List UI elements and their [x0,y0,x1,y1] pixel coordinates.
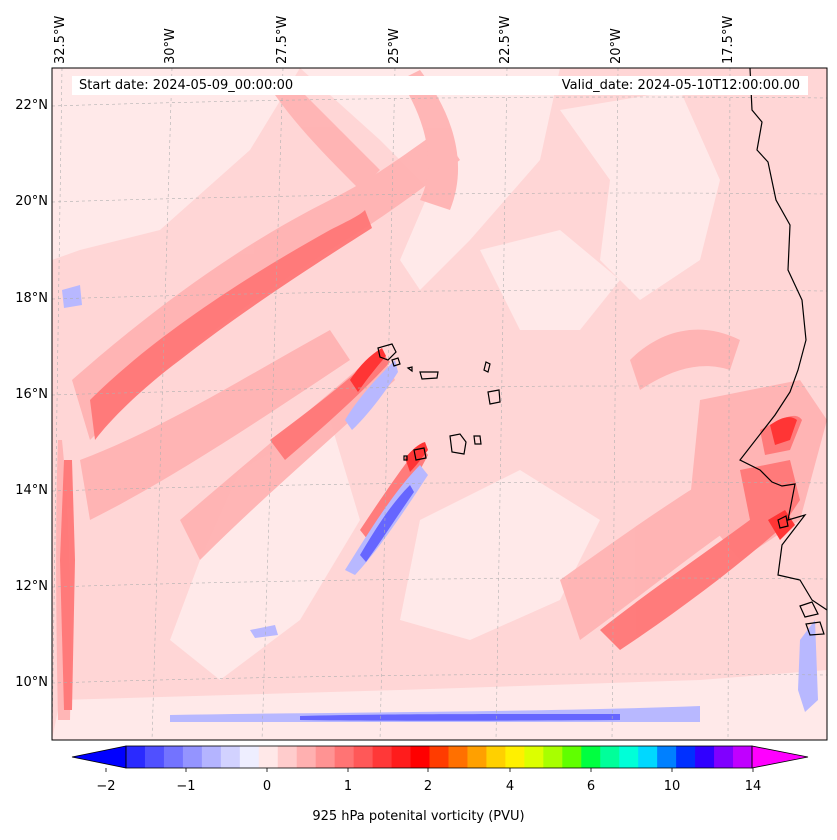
colorbar-tick-label: 1 [343,779,353,794]
colorbar-cell [296,746,317,768]
lat-label-18n: 18°N [15,291,48,306]
colorbar-cell [619,746,639,768]
colorbar-min-extend [71,745,127,769]
colorbar-cell [657,746,677,768]
colorbar-cell [714,746,734,768]
colorbar-cell [144,746,165,768]
pv-max-cores [350,348,797,540]
valid-date-text: Valid_date: 2024-05-10T12:00:00.00 [561,78,800,93]
colorbar-cell [353,746,374,768]
colorbar [71,745,809,772]
lon-label-25w: 25°W [387,28,402,64]
colorbar-cell [163,746,184,768]
lon-label-30w: 30°W [163,28,178,64]
lon-label-22-5w: 22.5°W [498,15,513,64]
lat-label-16n: 16°N [15,387,48,402]
lon-label-20w: 20°W [609,28,624,64]
colorbar-tick-label: 0 [262,779,272,794]
coastline-africa [739,68,827,611]
lat-label-20n: 20°N [15,194,48,209]
colorbar-tick-label: 2 [423,779,433,794]
date-banner: Start date: 2024-05-09_00:00:00 Valid_da… [72,76,808,95]
colorbar-tick-label: −2 [96,779,116,794]
colorbar-ticks [105,768,754,772]
colorbar-cell [315,746,336,768]
colorbar-tick-label: −1 [176,779,196,794]
colorbar-cell [676,746,696,768]
colorbar-label: 925 hPa potenital vorticity (PVU) [312,809,525,824]
lon-label-17-5w: 17.5°W [721,15,736,64]
colorbar-cell [638,746,658,768]
colorbar-cell [277,746,298,768]
colorbar-cell [334,746,355,768]
start-date-text: Start date: 2024-05-09_00:00:00 [79,78,294,93]
colorbar-cell [410,746,431,768]
cape-verde-islands [377,343,825,636]
colorbar-cell [126,746,146,768]
lat-label-22n: 22°N [15,98,48,113]
map-frame [51,67,828,741]
colorbar-cell [429,746,449,768]
colorbar-cell [600,746,620,768]
graticule [52,68,827,740]
colorbar-cell [524,746,544,768]
colorbar-cell [201,746,222,768]
pv-negative-cores [300,485,620,721]
colorbar-cell [391,746,412,768]
colorbar-cell [581,746,601,768]
colorbar-max-extend [751,745,809,769]
colorbar-tick-label: 6 [586,779,596,794]
colorbar-cell [448,746,468,768]
colorbar-cell [486,746,506,768]
colorbar-tick-label: 10 [663,779,681,794]
colorbar-cell [182,746,203,768]
lat-label-12n: 12°N [15,579,48,594]
colorbar-tick-label: 4 [505,779,515,794]
lon-label-27-5w: 27.5°W [275,15,290,64]
colorbar-cell [239,746,260,768]
colorbar-cell [562,746,582,768]
lat-label-14n: 14°N [15,483,48,498]
colorbar-cell [372,746,393,768]
colorbar-cell [505,746,525,768]
colorbar-tick-label: 14 [744,779,762,794]
lat-label-10n: 10°N [15,675,48,690]
lon-label-32-5w: 32.5°W [53,15,68,64]
colorbar-cell [695,746,715,768]
colorbar-cell [220,746,241,768]
colorbar-cell [543,746,563,768]
colorbar-cell [467,746,487,768]
colorbar-cell [258,746,279,768]
colorbar-cell [733,746,753,768]
